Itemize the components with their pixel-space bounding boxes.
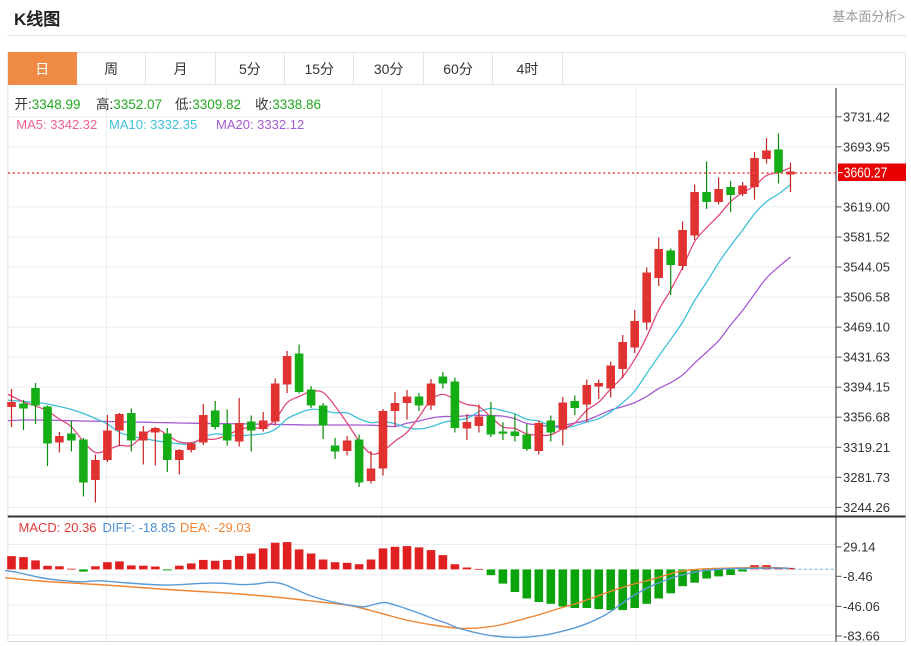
svg-text:DIFF: -18.85: DIFF: -18.85	[103, 520, 176, 535]
svg-text:开:3348.99: 开:3348.99	[15, 97, 81, 112]
svg-text:3281.73: 3281.73	[843, 470, 890, 485]
svg-text:-46.06: -46.06	[843, 599, 880, 614]
svg-text:3469.10: 3469.10	[843, 320, 890, 335]
svg-text:高:3352.07: 高:3352.07	[96, 96, 162, 112]
svg-text:DEA: -29.03: DEA: -29.03	[180, 520, 251, 535]
svg-text:MACD: 20.36: MACD: 20.36	[19, 520, 97, 535]
svg-text:3660.27: 3660.27	[844, 166, 888, 182]
svg-text:3581.52: 3581.52	[843, 230, 890, 245]
svg-text:29.14: 29.14	[843, 539, 876, 554]
svg-text:-8.46: -8.46	[843, 569, 873, 584]
svg-text:3244.26: 3244.26	[843, 500, 890, 515]
svg-text:3431.63: 3431.63	[843, 350, 890, 365]
svg-text:MA20: 3332.12: MA20: 3332.12	[216, 117, 304, 132]
svg-text:3319.21: 3319.21	[843, 440, 890, 455]
svg-text:3731.42: 3731.42	[843, 109, 890, 124]
svg-text:低:3309.82: 低:3309.82	[175, 97, 241, 112]
svg-text:3506.58: 3506.58	[843, 290, 890, 305]
svg-text:MA10: 3332.35: MA10: 3332.35	[109, 117, 197, 132]
svg-text:3619.00: 3619.00	[843, 199, 890, 214]
svg-text:3544.05: 3544.05	[843, 260, 890, 275]
svg-text:-83.66: -83.66	[843, 629, 880, 644]
svg-text:3693.95: 3693.95	[843, 139, 890, 154]
svg-text:MA5: 3342.32: MA5: 3342.32	[16, 117, 97, 132]
svg-text:3356.68: 3356.68	[843, 410, 890, 425]
svg-text:3394.15: 3394.15	[843, 380, 890, 395]
svg-text:收:3338.86: 收:3338.86	[255, 97, 321, 112]
